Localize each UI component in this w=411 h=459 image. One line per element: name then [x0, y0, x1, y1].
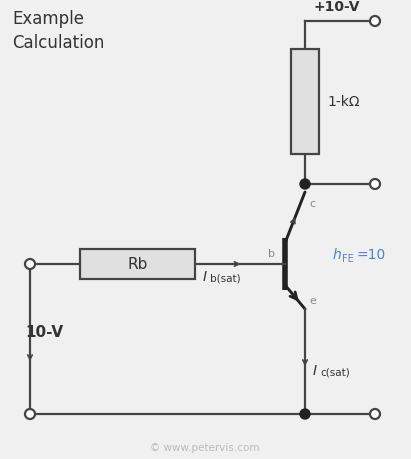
Text: 10-V: 10-V: [25, 325, 63, 339]
Bar: [291, 50, 319, 155]
Text: b(sat): b(sat): [210, 274, 240, 283]
Text: FE: FE: [342, 253, 354, 263]
Circle shape: [370, 179, 380, 190]
Circle shape: [300, 179, 310, 190]
Text: c: c: [309, 199, 315, 208]
Text: h: h: [333, 247, 342, 262]
Text: e: e: [309, 295, 316, 305]
Text: I: I: [203, 269, 207, 283]
Text: c(sat): c(sat): [320, 367, 350, 377]
Circle shape: [300, 409, 310, 419]
Text: +10-V: +10-V: [314, 0, 360, 14]
Circle shape: [370, 17, 380, 27]
Text: b: b: [268, 248, 275, 258]
Circle shape: [25, 409, 35, 419]
Text: Example
Calculation: Example Calculation: [12, 10, 104, 51]
Text: =10: =10: [356, 247, 385, 262]
Text: © www.petervis.com: © www.petervis.com: [150, 442, 260, 452]
Text: Rb: Rb: [127, 257, 148, 272]
Bar: [80, 249, 195, 280]
Text: 1-kΩ: 1-kΩ: [327, 95, 360, 109]
Circle shape: [25, 259, 35, 269]
Circle shape: [370, 409, 380, 419]
Text: I: I: [313, 363, 317, 377]
